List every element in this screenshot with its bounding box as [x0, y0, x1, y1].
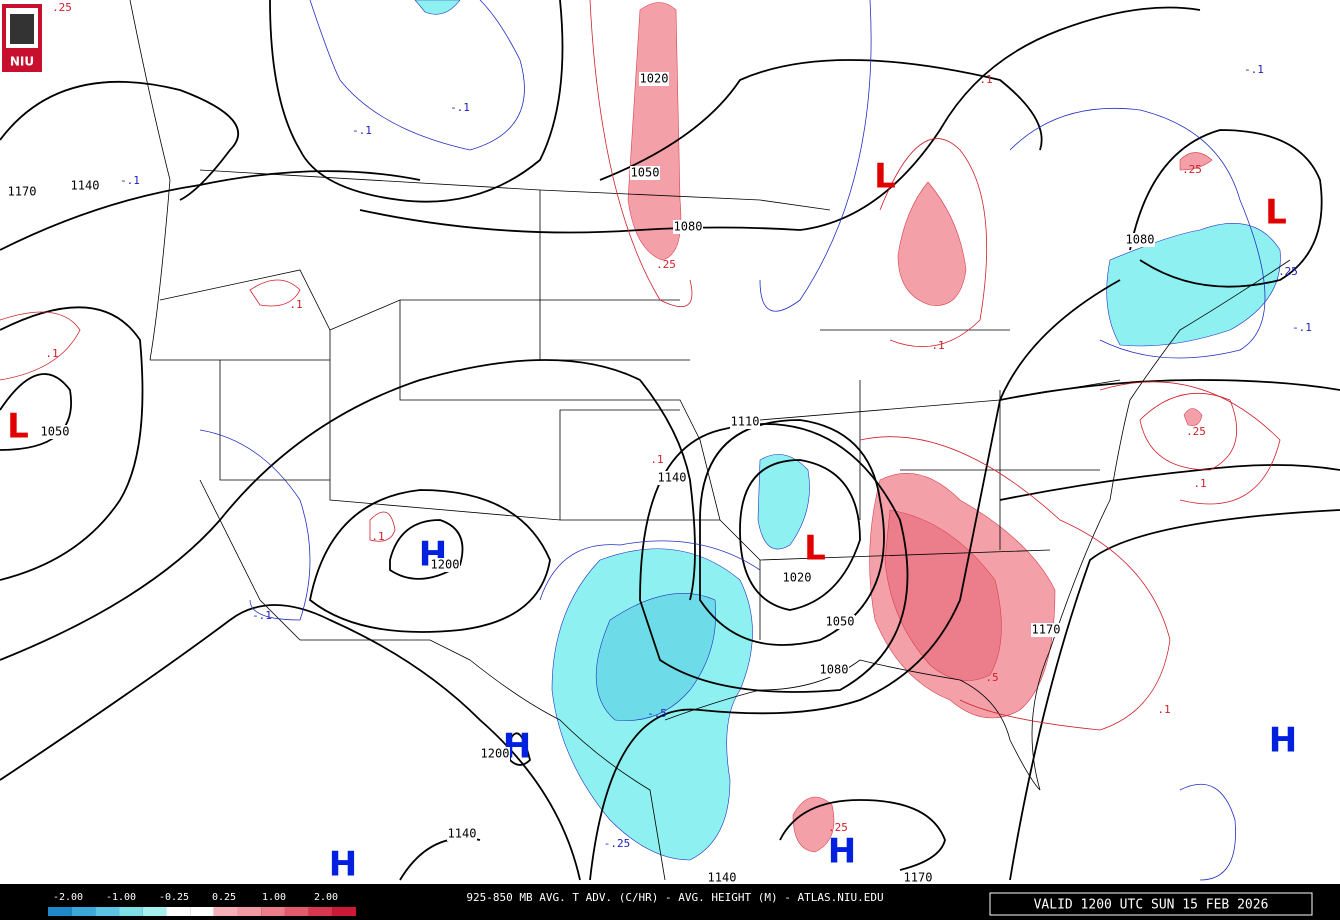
cold-label: -.1 [1244, 63, 1264, 76]
warm-label: .5 [985, 671, 998, 684]
legend-swatch [142, 907, 167, 916]
legend-swatch [261, 907, 285, 916]
legend-swatch [213, 907, 238, 916]
advection-contours [0, 0, 1281, 881]
logo: NIU [2, 4, 42, 72]
height-label: 1200 [481, 747, 510, 761]
legend-label: 1.00 [262, 892, 286, 903]
height-label: 1170 [904, 871, 933, 885]
legend-swatch [71, 907, 96, 916]
footer-title: 925-850 MB AVG. T ADV. (C/HR) - AVG. HEI… [466, 891, 883, 904]
legend-label: 0.25 [212, 892, 236, 903]
label-bg [657, 471, 687, 485]
label-bg [1031, 623, 1061, 637]
warm-label: .1 [45, 347, 58, 360]
height-label: 1080 [820, 663, 849, 677]
label-bg [782, 571, 812, 585]
cold-label: .25 [1278, 265, 1298, 278]
height-label: 1170 [1032, 623, 1061, 637]
legend-swatch [237, 907, 262, 916]
height-contours [0, 0, 1340, 881]
label-bg [707, 871, 737, 885]
label-bg [825, 615, 855, 629]
cold-label: -.25 [604, 837, 631, 850]
legend-swatch [332, 907, 356, 916]
height-label: 1050 [826, 615, 855, 629]
height-label: 1110 [731, 415, 760, 429]
height-label: 1050 [41, 425, 70, 439]
label-bg [480, 747, 510, 761]
label-bg [673, 220, 703, 234]
legend-label: -0.25 [159, 892, 189, 903]
low-marker: L [804, 529, 826, 569]
legend-swatch [284, 907, 309, 916]
high-marker: H [1269, 721, 1297, 761]
height-label: 1140 [71, 179, 100, 193]
cold-advection [414, 0, 1281, 861]
height-label: 1050 [631, 166, 660, 180]
low-marker: L [1265, 193, 1287, 233]
warm-label: .1 [371, 530, 384, 543]
warm-label: .1 [931, 339, 944, 352]
low-marker: L [874, 157, 896, 197]
warm-label: .1 [1157, 703, 1170, 716]
legend-swatch [95, 907, 120, 916]
label-bg [639, 72, 669, 86]
height-label: 1170 [8, 185, 37, 199]
valid-box [989, 892, 1313, 916]
legend-swatch [48, 907, 72, 916]
high-marker: H [828, 832, 856, 872]
high-marker: H [329, 845, 357, 885]
warm-label: .1 [979, 73, 992, 86]
logo-text: NIU [10, 55, 34, 69]
label-bg [630, 166, 660, 180]
valid-time: VALID 1200 UTC SUN 15 FEB 2026 [1034, 898, 1269, 913]
warm-label: .25 [1182, 163, 1202, 176]
cold-label: -.1 [252, 609, 272, 622]
warm-label: .25 [828, 821, 848, 834]
warm-label: .1 [650, 453, 663, 466]
legend-label: -1.00 [106, 892, 136, 903]
height-label: 1140 [448, 827, 477, 841]
warm-label: .25 [52, 1, 72, 14]
height-label: 1200 [431, 558, 460, 572]
contour-labels: 1020 1050 1080 1170 1140 1050 1200 1140 1110 1020… [7, 1, 1312, 885]
label-bg [1125, 233, 1155, 247]
cold-label: -.1 [1292, 321, 1312, 334]
legend-swatch [308, 907, 333, 916]
height-label: 1140 [658, 471, 687, 485]
height-label: 1020 [640, 72, 669, 86]
label-bg [40, 425, 70, 439]
label-bg [70, 179, 100, 193]
low-marker: L [7, 407, 29, 447]
label-bg [903, 871, 933, 885]
label-bg [7, 185, 37, 199]
label-bg [730, 415, 760, 429]
warm-label: .25 [1186, 425, 1206, 438]
warm-label: .1 [289, 298, 302, 311]
label-bg [819, 663, 849, 677]
height-label: 1020 [783, 571, 812, 585]
legend-swatch [190, 907, 214, 916]
label-bg [447, 827, 477, 841]
cold-label: -.1 [450, 101, 470, 114]
height-label: 1080 [674, 220, 703, 234]
cold-label: -.5 [647, 707, 667, 720]
lows: L L L L [7, 157, 1287, 569]
legend-swatch [119, 907, 143, 916]
height-label: 1080 [1126, 233, 1155, 247]
height-label: 1140 [708, 871, 737, 885]
warm-advection [627, 2, 1213, 853]
legend-swatch [166, 907, 191, 916]
legend: -2.00 -1.00 -0.25 0.25 1.00 2.00 [48, 892, 356, 916]
warm-label: .25 [656, 258, 676, 271]
label-bg [430, 558, 460, 572]
cold-label: -.1 [352, 124, 372, 137]
cold-label: -.1 [120, 174, 140, 187]
legend-label: 2.00 [314, 892, 338, 903]
legend-label: -2.00 [53, 892, 83, 903]
warm-label: .1 [1193, 477, 1206, 490]
